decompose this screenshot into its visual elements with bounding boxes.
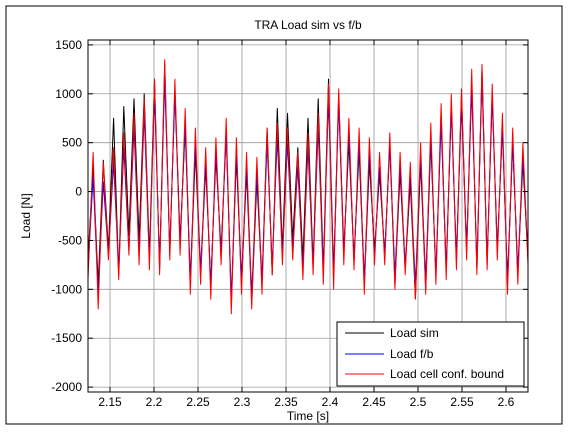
x-tick-label: 2.45 — [362, 395, 386, 409]
x-tick-label: 2.6 — [498, 395, 515, 409]
y-tick-label: 0 — [75, 185, 82, 199]
figure-border — [5, 5, 563, 425]
y-tick-label: -1500 — [51, 331, 82, 345]
x-tick-label: 2.3 — [234, 395, 251, 409]
x-tick-label: 2.25 — [186, 395, 210, 409]
legend-label-load-fb: Load f/b — [390, 347, 434, 361]
x-tick-label: 2.2 — [146, 395, 163, 409]
y-axis-label: Load [N] — [19, 193, 33, 238]
grid — [88, 40, 528, 392]
y-tick-label: -500 — [58, 233, 82, 247]
legend: Load sim Load f/b Load cell conf. bound — [336, 321, 525, 387]
y-tick-label: 500 — [62, 136, 82, 150]
x-axis-ticks: 2.15 2.2 2.25 2.3 2.35 2.4 2.45 2.5 2.55 2.6 — [98, 40, 515, 409]
x-tick-label: 2.15 — [98, 395, 122, 409]
y-tick-label: 1000 — [55, 87, 82, 101]
legend-label-load-sim: Load sim — [390, 326, 439, 340]
y-axis-ticks: 1500 1000 500 0 -500 -1000 -1500 -2000 — [51, 38, 528, 394]
chart-title: TRA Load sim vs f/b — [254, 18, 362, 32]
series-group — [88, 59, 528, 315]
y-tick-label: 1500 — [55, 38, 82, 52]
y-tick-label: -2000 — [51, 380, 82, 394]
series-line-load-cell-conf-bound — [88, 59, 528, 315]
x-tick-label: 2.55 — [450, 395, 474, 409]
x-axis-label: Time [s] — [287, 409, 329, 423]
x-tick-label: 2.5 — [410, 395, 427, 409]
plot-frame — [87, 39, 529, 393]
y-tick-label: -1000 — [51, 282, 82, 296]
x-tick-label: 2.4 — [322, 395, 339, 409]
x-tick-label: 2.35 — [274, 395, 298, 409]
legend-label-load-cell-conf-bound: Load cell conf. bound — [390, 367, 504, 381]
